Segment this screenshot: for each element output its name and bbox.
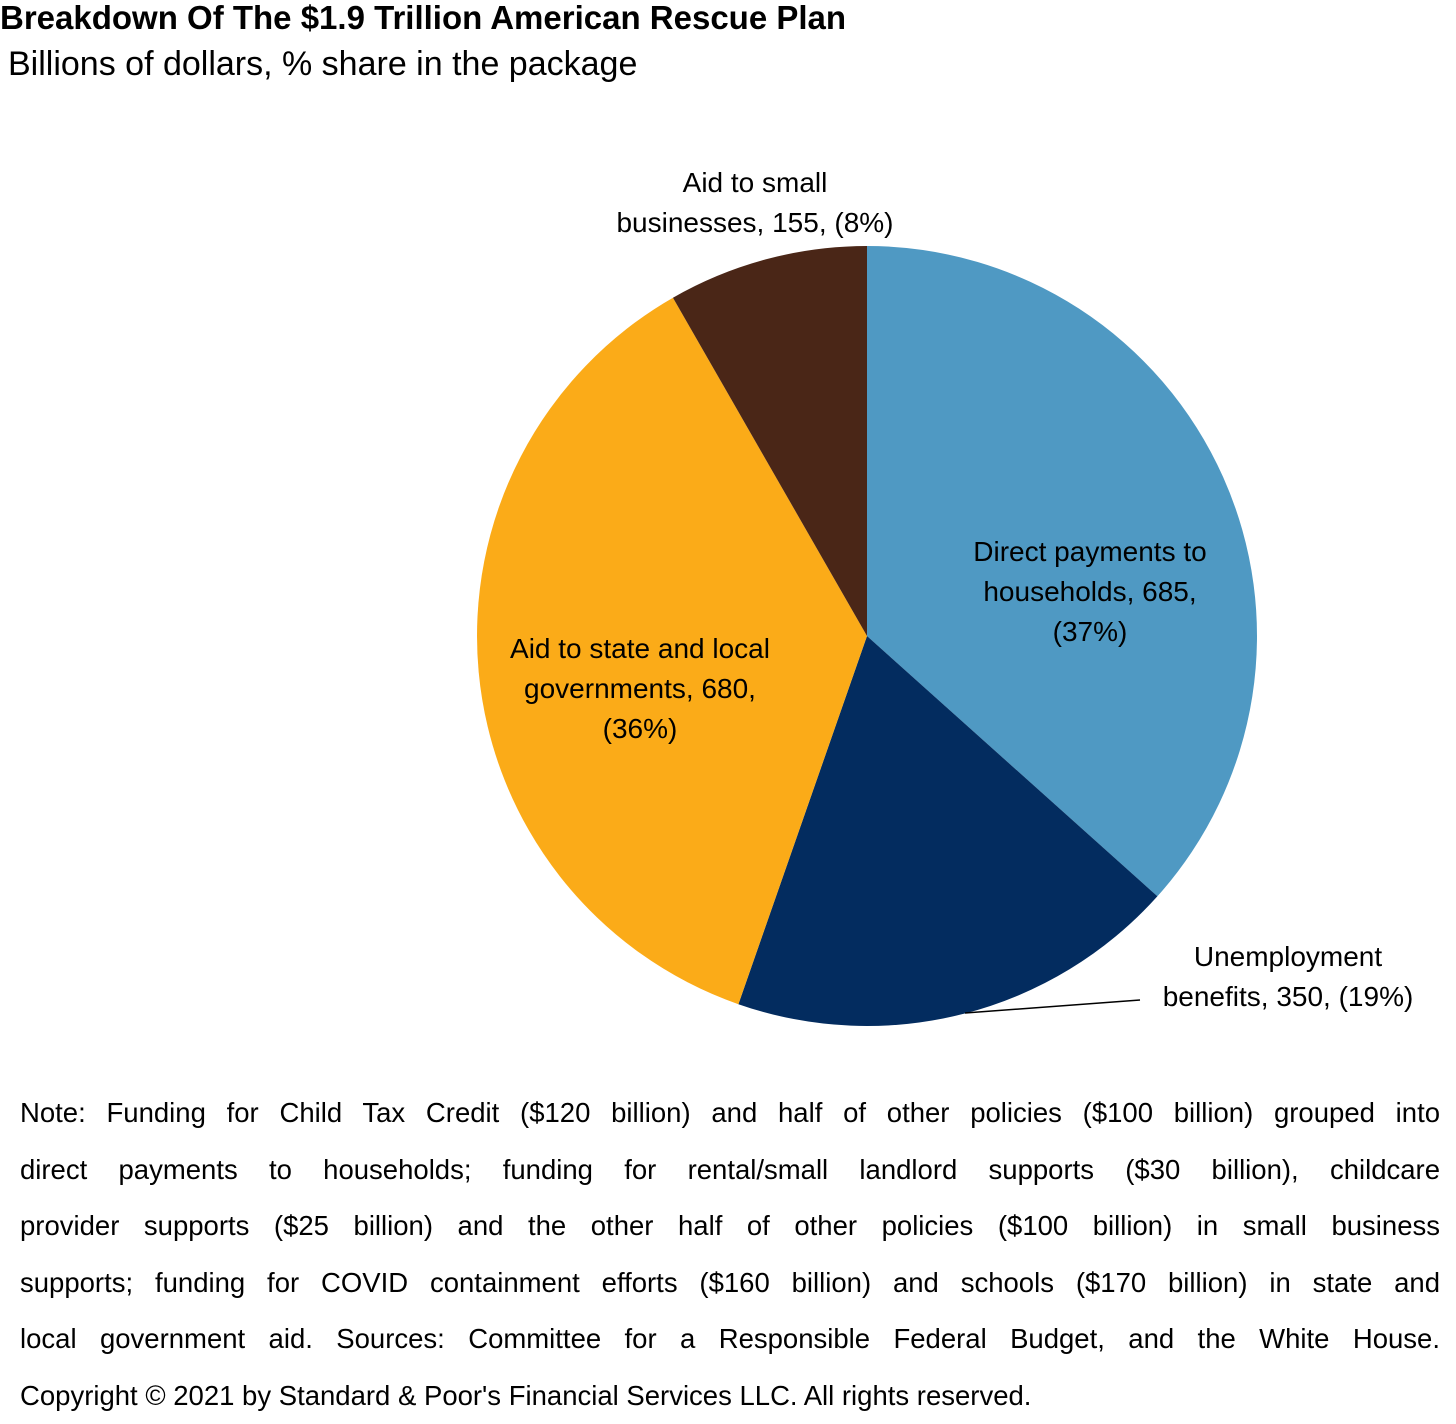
slice-label-unemployment-benefits: Unemployment benefits, 350, (19%) <box>1163 941 1414 1012</box>
note-line: direct payments to households; funding f… <box>20 1142 1440 1199</box>
note-line: Copyright © 2021 by Standard & Poor's Fi… <box>20 1368 1440 1424</box>
note-line: Note: Funding for Child Tax Credit ($120… <box>20 1085 1440 1142</box>
slice-label-line: (37%) <box>1053 616 1128 647</box>
chart-note: Note: Funding for Child Tax Credit ($120… <box>20 1085 1440 1424</box>
pie-chart: Direct payments to households, 685, (37%) U… <box>0 0 1456 1070</box>
slice-label-line: governments, 680, <box>524 673 756 704</box>
note-line: local government aid. Sources: Committee… <box>20 1311 1440 1368</box>
note-line: provider supports ($25 billion) and the … <box>20 1198 1440 1255</box>
slice-label-line: businesses, 155, (8%) <box>616 207 893 238</box>
slice-label-line: Unemployment <box>1194 941 1383 972</box>
slice-label-line: Aid to small <box>683 167 828 198</box>
note-line: supports; funding for COVID containment … <box>20 1255 1440 1312</box>
slice-label-line: (36%) <box>603 713 678 744</box>
slice-label-line: benefits, 350, (19%) <box>1163 981 1414 1012</box>
slice-label-line: households, 685, <box>983 576 1196 607</box>
slice-label-line: Direct payments to <box>973 536 1206 567</box>
slice-label-line: Aid to state and local <box>510 633 770 664</box>
slice-label-aid-to-small-businesses: Aid to small businesses, 155, (8%) <box>616 167 893 238</box>
